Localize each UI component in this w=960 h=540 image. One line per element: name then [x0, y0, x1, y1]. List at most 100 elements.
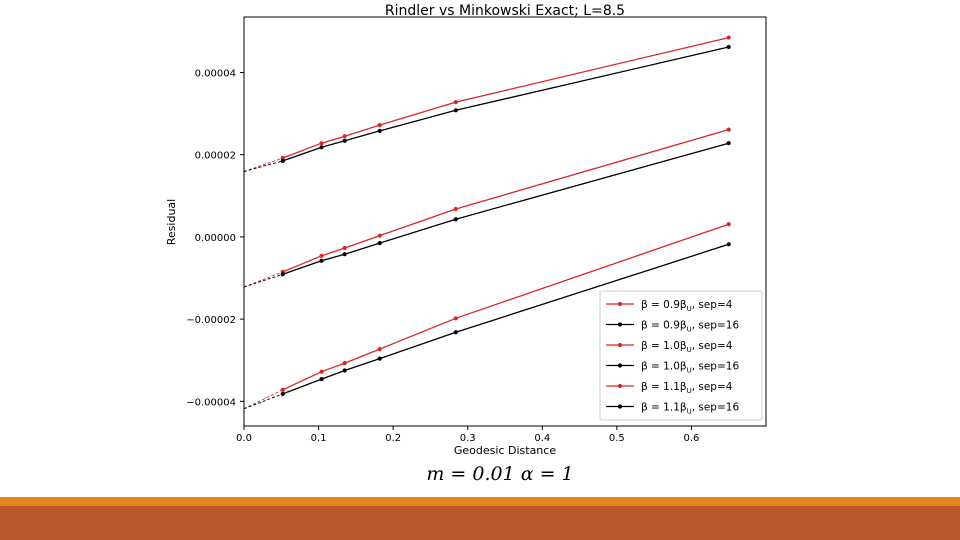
- series-line: [282, 46, 729, 162]
- legend-label: β = 1.1βU, sep=16: [641, 402, 739, 416]
- y-tick-label: −0.00002: [186, 315, 236, 326]
- legend-marker: [617, 383, 623, 389]
- legend-beta: β = 1.0β: [641, 340, 687, 352]
- data-point: [280, 272, 285, 277]
- data-point: [453, 108, 458, 113]
- extrapolation-line: [243, 273, 283, 288]
- data-point: [377, 347, 382, 352]
- series-line: [282, 128, 729, 273]
- legend-marker: [617, 301, 623, 307]
- legend-marker: [617, 404, 623, 409]
- legend-subscript: U: [687, 408, 692, 416]
- legend-beta: β = 1.1β: [641, 381, 687, 393]
- legend-beta: β = 1.0β: [641, 361, 687, 373]
- series-1: [243, 35, 731, 172]
- y-axis-label: Residual: [165, 199, 178, 245]
- series-line: [282, 142, 729, 275]
- data-point: [342, 138, 347, 143]
- chart: 0.0 0.1 0.2 0.3 0.4 0.5 0.6 0.00004 0.00002 0.000…: [165, 3, 767, 457]
- legend-label: β = 1.0βU, sep=4: [641, 340, 733, 354]
- legend: β = 0.9βU, sep=4β = 0.9βU, sep=16β = 1.0…: [599, 290, 763, 421]
- data-point: [342, 361, 347, 366]
- extrapolation-line: [243, 393, 283, 410]
- data-point: [280, 155, 285, 161]
- x-axis-label: Geodesic Distance: [454, 444, 556, 457]
- legend-subscript: U: [687, 387, 692, 395]
- legend-sep: , sep=4: [692, 381, 733, 393]
- data-point: [319, 253, 324, 258]
- data-point: [726, 242, 731, 247]
- caption-parameters: m = 0.01 α = 1: [426, 463, 574, 485]
- footer-band-rust: [0, 506, 960, 540]
- y-tick-label: 0.00000: [195, 233, 236, 244]
- data-point: [726, 44, 731, 50]
- y-tick-label: 0.00002: [195, 151, 236, 162]
- x-tick-label: 0.6: [683, 433, 699, 444]
- data-point: [726, 35, 731, 40]
- legend-sep: , sep=16: [692, 402, 740, 414]
- x-tick-label: 0.3: [460, 433, 476, 444]
- legend-beta: β = 0.9β: [641, 299, 687, 311]
- legend-marker: [617, 363, 623, 368]
- plot-frame: [243, 16, 767, 427]
- data-point: [377, 356, 382, 361]
- series-2: [243, 44, 731, 172]
- data-point: [319, 141, 324, 146]
- x-tick-label: 0.4: [534, 433, 550, 444]
- data-point: [342, 368, 347, 373]
- data-point: [319, 258, 324, 263]
- data-point: [319, 377, 324, 382]
- legend-label: β = 0.9βU, sep=4: [641, 299, 733, 313]
- data-point: [726, 222, 731, 227]
- y-tick-label: 0.00004: [195, 68, 236, 79]
- data-point: [342, 134, 347, 139]
- data-point: [280, 158, 285, 163]
- data-point: [453, 316, 458, 321]
- legend-sep: , sep=16: [692, 320, 740, 332]
- legend-box: [599, 290, 763, 421]
- series-line: [282, 243, 729, 395]
- data-point: [453, 206, 458, 212]
- legend-sep: , sep=16: [692, 361, 740, 373]
- legend-label: β = 0.9βU, sep=16: [641, 320, 739, 334]
- data-point: [726, 141, 731, 146]
- legend-subscript: U: [687, 305, 692, 313]
- legend-marker: [617, 342, 623, 348]
- data-point: [377, 128, 382, 133]
- data-point: [342, 245, 347, 251]
- data-point: [342, 252, 347, 257]
- x-tick-label: 0.5: [609, 433, 625, 444]
- data-point: [377, 123, 382, 128]
- data-point: [319, 369, 324, 374]
- extrapolation-line: [243, 160, 283, 172]
- series-6: [243, 242, 731, 410]
- x-tick-label: 0.0: [236, 433, 252, 444]
- data-point: [377, 233, 382, 238]
- legend-beta: β = 1.1β: [641, 402, 687, 414]
- data-point: [280, 387, 285, 392]
- chart-title: Rindler vs Minkowski Exact; L=8.5: [385, 3, 625, 19]
- legend-subscript: U: [687, 346, 692, 354]
- data-point: [453, 330, 458, 335]
- legend-subscript: U: [687, 326, 692, 334]
- data-point: [377, 240, 382, 246]
- series-3: [243, 127, 731, 288]
- data-point: [453, 217, 458, 222]
- series-4: [243, 141, 731, 288]
- series-5: [243, 222, 731, 410]
- extrapolation-line: [243, 157, 283, 172]
- legend-marker: [617, 322, 623, 327]
- x-tick-label: 0.1: [311, 433, 327, 444]
- footer-band-orange: [0, 497, 960, 506]
- legend-label: β = 1.1βU, sep=4: [641, 381, 733, 395]
- legend-label: β = 1.0βU, sep=16: [641, 361, 739, 375]
- series-line: [282, 36, 729, 159]
- series-line: [282, 223, 729, 391]
- legend-beta: β = 0.9β: [641, 320, 687, 332]
- data-point: [453, 99, 458, 105]
- x-tick-label: 0.2: [385, 433, 401, 444]
- legend-sep: , sep=4: [692, 340, 733, 352]
- data-point: [280, 391, 285, 397]
- legend-sep: , sep=4: [692, 299, 733, 311]
- legend-subscript: U: [687, 367, 692, 375]
